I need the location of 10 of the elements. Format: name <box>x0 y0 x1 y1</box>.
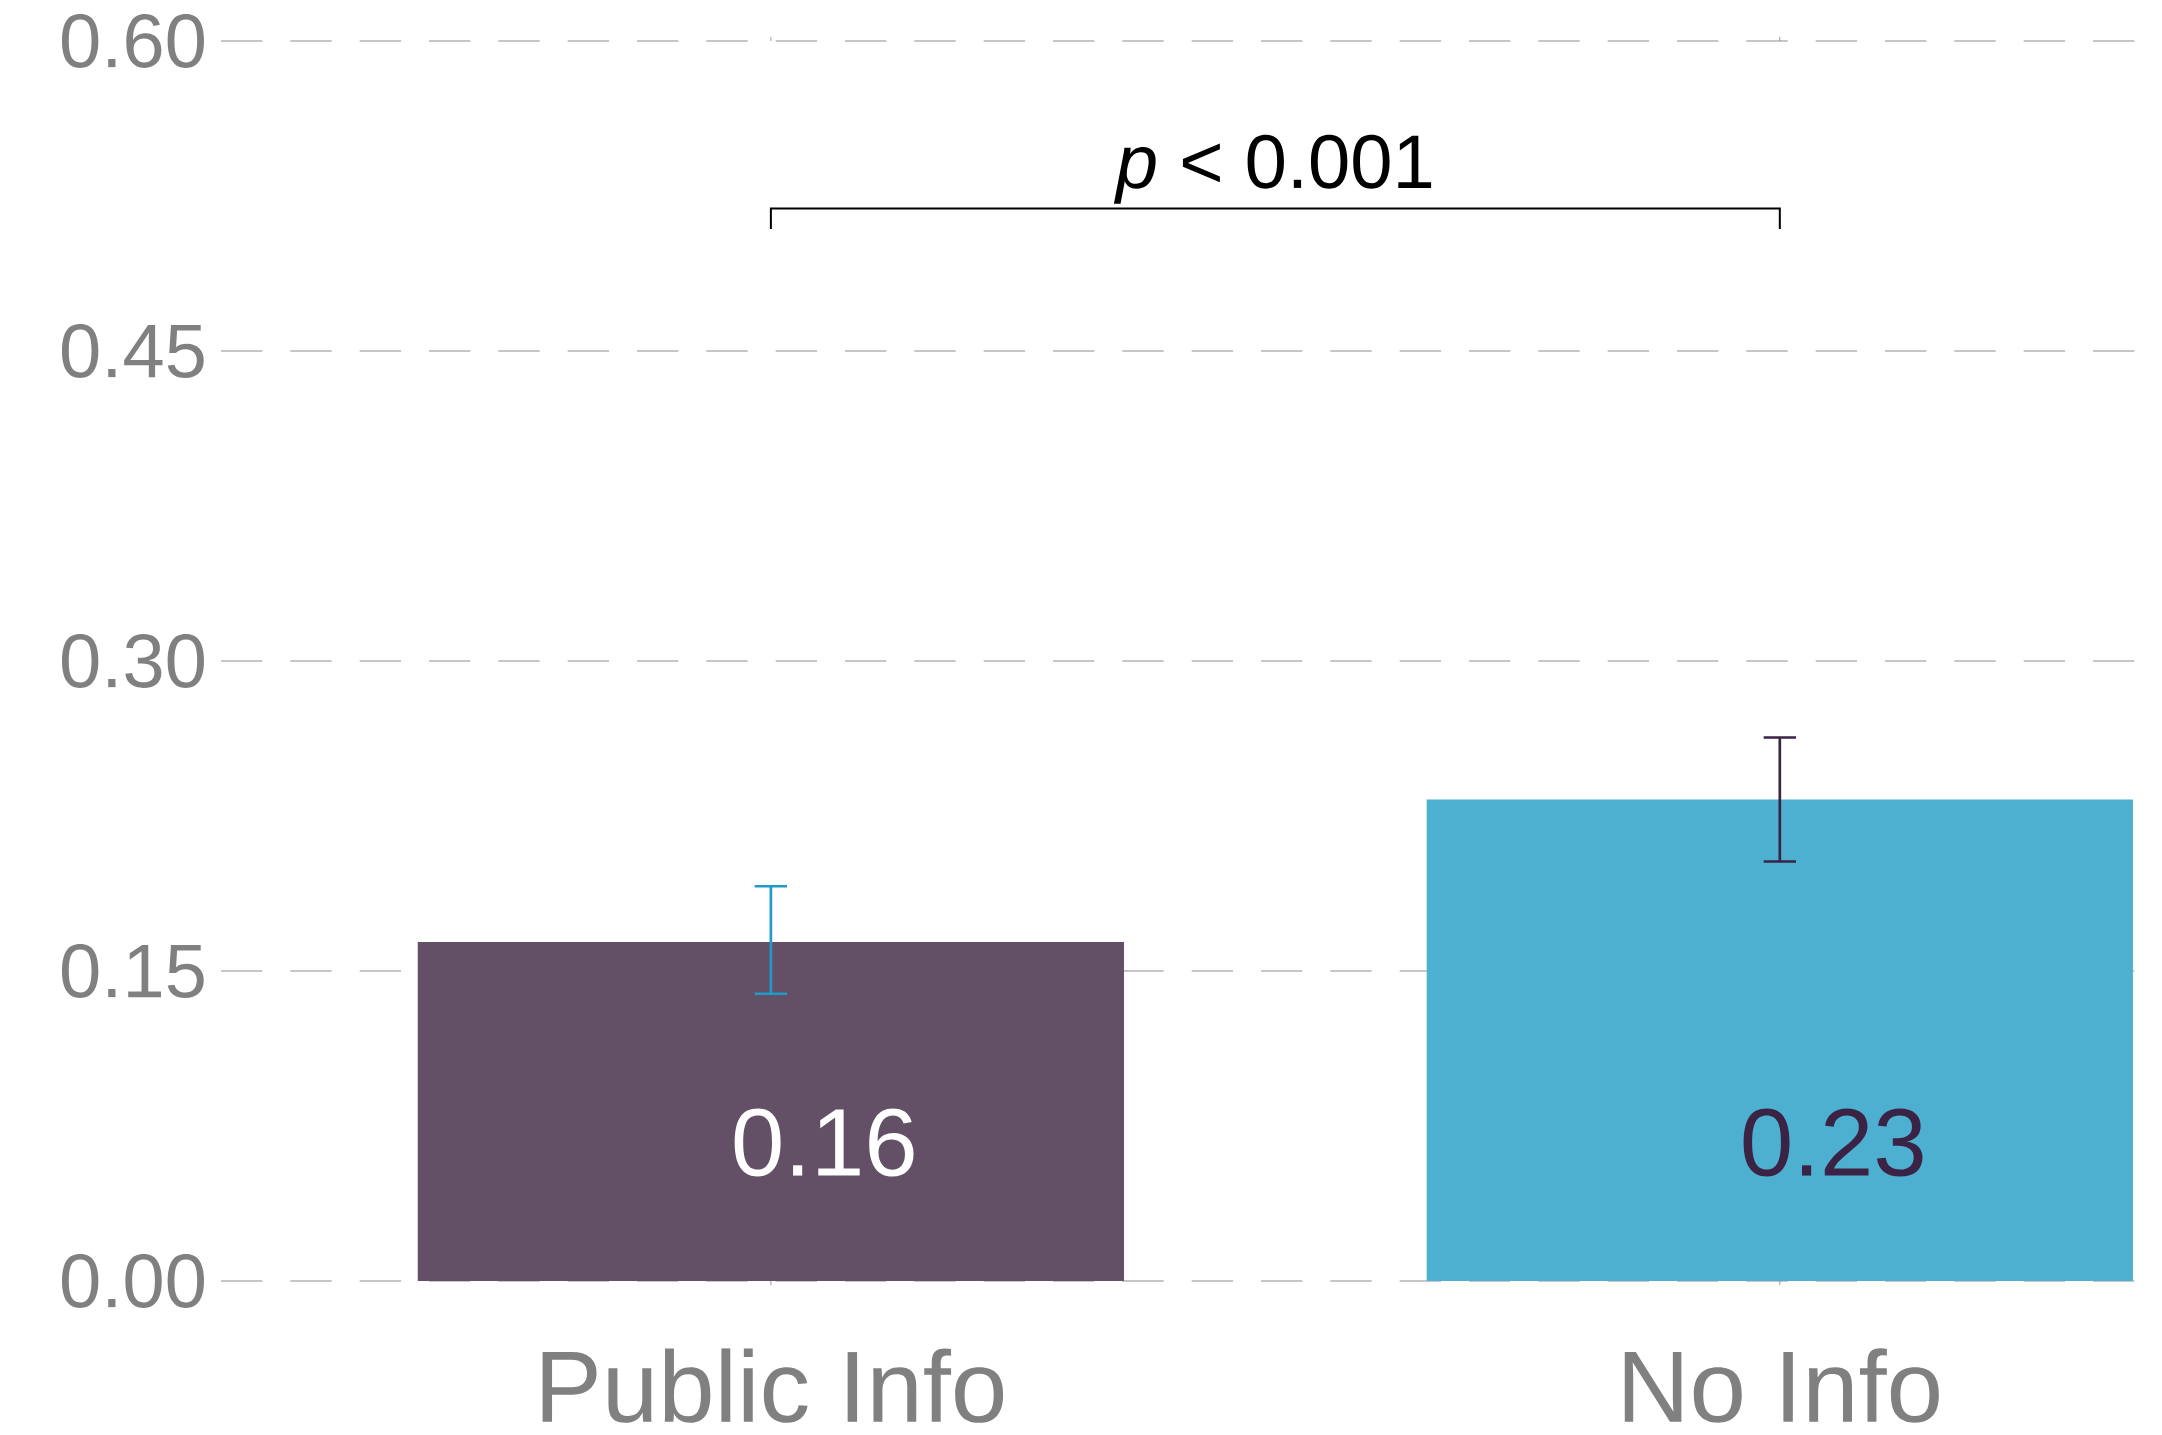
y-tick-label: 0.00 <box>62 1254 204 1308</box>
x-tick-label: No Info <box>1624 1348 1939 1423</box>
y-tick-label: 0.45 <box>62 324 204 378</box>
y-tick-label: 0.30 <box>62 634 204 688</box>
data-label: 0.16 <box>734 1108 914 1177</box>
y-tick-label: 0.15 <box>62 944 204 998</box>
data-label: 0.23 <box>1743 1108 1923 1177</box>
y-tick-label: 0.60 <box>62 14 204 68</box>
x-tick-label: Public Info <box>542 1348 1004 1423</box>
annotation: p < 0.001 <box>1113 134 1432 204</box>
